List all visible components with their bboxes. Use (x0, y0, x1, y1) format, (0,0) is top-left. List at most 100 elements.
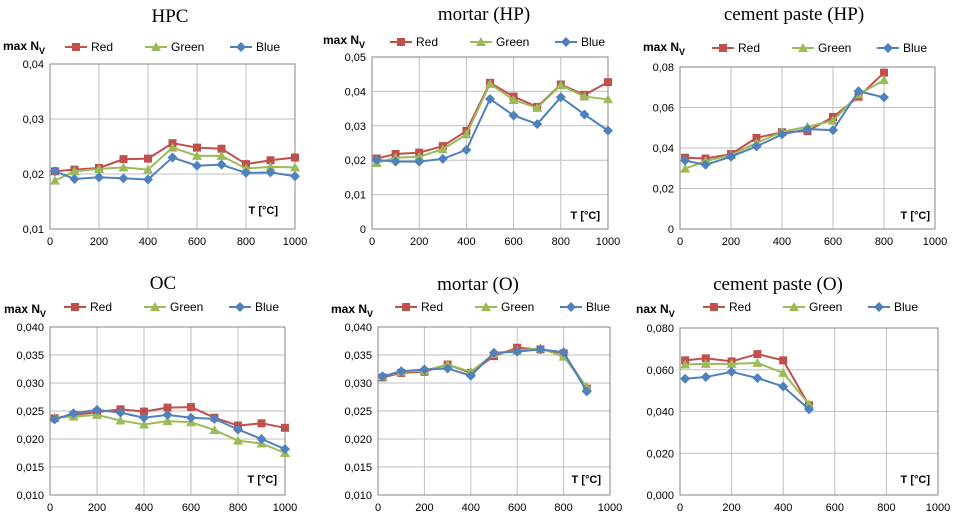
chart-3: cement paste (HP) max NV 0 0,02 0,04 0,06 0,08… (643, 4, 947, 248)
data-point-green (192, 150, 202, 160)
legend-marker (719, 44, 727, 52)
data-point-blue (233, 424, 243, 435)
legend-label: Blue (586, 300, 610, 314)
data-point-blue (778, 381, 789, 392)
series-blue-line (684, 90, 885, 166)
data-point-green (143, 164, 153, 174)
plot-area (377, 326, 611, 496)
legend-marker (150, 302, 160, 311)
data-point-green (69, 166, 80, 176)
data-point-red (604, 78, 612, 87)
data-point-blue (143, 174, 153, 185)
data-point-blue (92, 404, 102, 415)
data-point-green (167, 142, 178, 152)
y-axis-label-main: max N (323, 33, 359, 47)
data-point-blue (461, 144, 472, 155)
y-tick-label: 0,020 (344, 434, 372, 446)
data-point-green (726, 358, 737, 368)
legend-label: Red (729, 300, 751, 314)
data-point-blue (49, 414, 60, 425)
y-tick-label: 0 (668, 224, 674, 236)
y-axis-label: max NV (643, 40, 685, 57)
y-tick-label: 0,020 (646, 448, 674, 460)
x-tick-label: 0 (47, 502, 53, 514)
y-tick-label: 0,04 (23, 59, 44, 71)
legend-label: Red (90, 300, 112, 314)
x-tick-label: 200 (722, 236, 740, 248)
data-point-blue (290, 171, 300, 182)
y-tick-label: 0,080 (646, 323, 674, 335)
data-point-blue (465, 370, 476, 381)
data-point-red (753, 350, 762, 359)
x-tick-label: 400 (462, 502, 480, 514)
data-point-green (139, 419, 149, 429)
data-point-blue (804, 404, 814, 415)
data-point-red (140, 407, 148, 416)
x-axis-label: T [°C] (571, 210, 601, 222)
data-point-blue (751, 141, 762, 152)
y-tick-label: 0,01 (23, 224, 44, 236)
data-point-green (265, 161, 276, 171)
legend-label: Blue (894, 300, 918, 314)
legend-marker (710, 303, 718, 311)
y-tick-label: 0,060 (646, 365, 674, 377)
data-point-blue (167, 152, 178, 163)
chart-title: mortar (O) (437, 274, 519, 295)
legend-label: Green (496, 35, 529, 49)
x-tick-label: 800 (229, 502, 247, 514)
data-point-red (281, 423, 289, 432)
series-blue (680, 366, 814, 415)
chart-4: OC max NV 0,010 0,015 0,020 0,025 0,030 0,035 0,… (4, 273, 297, 514)
data-point-blue (216, 159, 227, 170)
x-tick-label: 200 (88, 502, 106, 514)
y-tick-label: 0,015 (16, 462, 44, 474)
data-point-red (266, 156, 275, 165)
data-point-blue (558, 347, 569, 358)
series-blue (377, 344, 592, 397)
legend-marker (72, 43, 80, 51)
series-red-line (376, 81, 609, 160)
data-point-green (118, 162, 129, 172)
legend: Red Green Blue (65, 40, 280, 54)
data-point-blue (280, 444, 290, 455)
data-point-green (579, 91, 590, 101)
data-point-blue (437, 153, 448, 164)
series-blue-line (382, 348, 588, 392)
y-tick-label: 0,000 (646, 490, 674, 502)
data-point-blue (579, 109, 590, 120)
legend-marker (789, 302, 799, 311)
data-point-green (700, 358, 711, 368)
data-point-red (291, 153, 299, 162)
legend-marker (566, 302, 576, 312)
data-point-blue (396, 366, 407, 377)
data-point-blue (69, 173, 80, 184)
x-tick-label: 800 (552, 236, 570, 248)
series-blue (49, 404, 290, 455)
data-point-blue (777, 129, 787, 140)
data-point-green (115, 415, 126, 425)
series-blue-line (376, 95, 609, 163)
series-green-line (376, 82, 609, 164)
data-point-blue (828, 125, 838, 136)
series-green (680, 357, 814, 409)
legend-label: Red (738, 41, 760, 55)
x-tick-label: 400 (774, 502, 792, 514)
legend-label: Green (170, 300, 203, 314)
x-tick-label: 1000 (596, 236, 620, 248)
y-tick-label: 0,040 (646, 407, 674, 419)
y-tick-label: 0,03 (23, 114, 44, 126)
x-tick-label: 0 (47, 236, 53, 248)
data-point-blue (241, 167, 251, 178)
chart-5: mortar (O) max NV 0,010 0,015 0,020 0,025 0,03… (331, 274, 622, 514)
y-tick-label: 0,040 (344, 322, 372, 334)
legend-marker (402, 303, 410, 311)
data-point-blue (700, 372, 711, 383)
y-tick-label: 0,02 (653, 184, 674, 196)
data-point-green (461, 129, 472, 139)
y-tick-label: 0,02 (345, 155, 366, 167)
data-point-red (119, 155, 128, 164)
x-tick-label: 800 (237, 236, 255, 248)
x-tick-label: 1000 (923, 236, 947, 248)
y-tick-label: 0,020 (16, 434, 44, 446)
